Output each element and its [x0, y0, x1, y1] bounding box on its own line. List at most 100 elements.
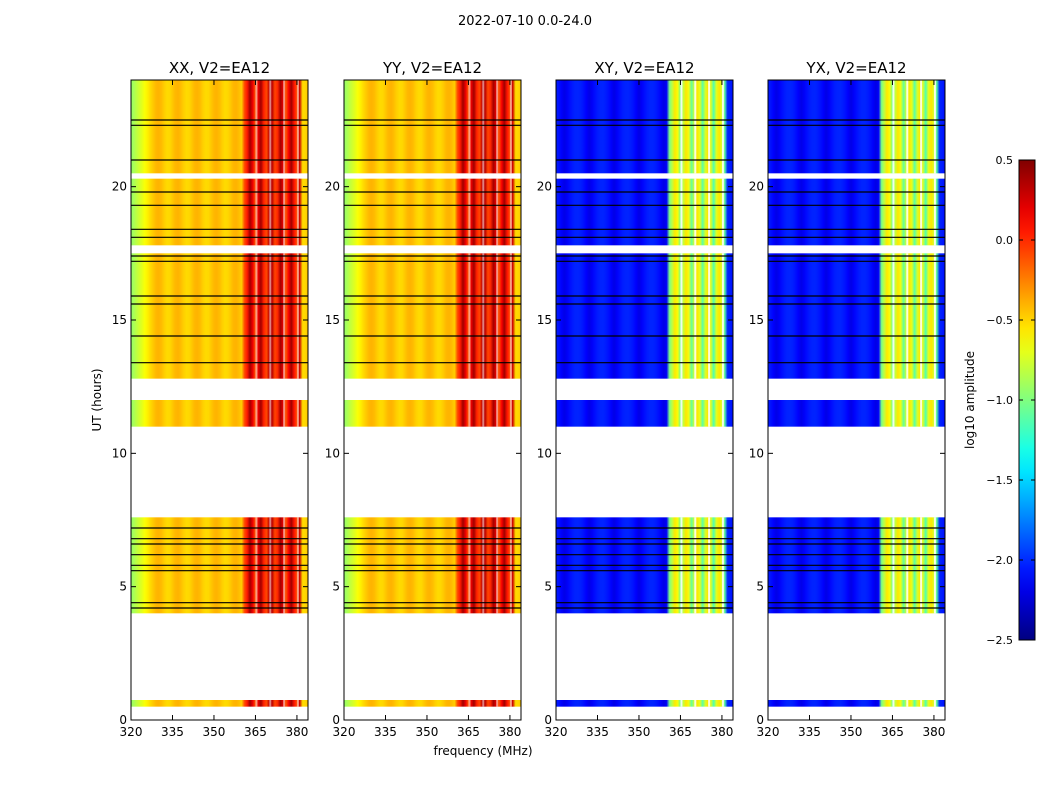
channel-edge — [721, 700, 724, 707]
data-block-yy — [344, 400, 521, 427]
channel-edge — [906, 80, 909, 174]
y-tick-label: 10 — [112, 446, 127, 460]
channel-edge — [933, 700, 936, 707]
x-tick-label: 350 — [628, 725, 651, 739]
y-tick-label: 15 — [749, 313, 764, 327]
x-tick-label: 320 — [120, 725, 143, 739]
channel-edge — [694, 178, 697, 246]
channel-edge — [482, 700, 485, 707]
panel-yy: YY, V2=EA12 320 335 350 365 380 0 5 10 15 20 — [325, 59, 522, 739]
x-tick-label: 350 — [416, 725, 439, 739]
channel-edge — [496, 400, 499, 427]
colorbar-tick-label: −2.5 — [986, 634, 1013, 647]
channel-edge — [721, 400, 724, 427]
y-tick-label: 20 — [537, 180, 552, 194]
x-tick-label: 335 — [586, 725, 609, 739]
panel-xx: XX, V2=EA12 320 335 350 365 380 0 5 10 15 20 — [112, 59, 309, 739]
data-block-xy — [556, 80, 733, 174]
channel-edge — [482, 80, 485, 174]
channel-edge — [933, 253, 936, 379]
data-block-yx — [768, 80, 945, 174]
data-block-xx — [131, 253, 308, 379]
data-block-xx — [131, 178, 308, 246]
channel-edge — [892, 80, 895, 174]
channel-edge — [694, 253, 697, 379]
channel-edge — [283, 253, 286, 379]
y-tick-label: 5 — [756, 580, 764, 594]
channel-edge — [509, 400, 512, 427]
channel-edge — [468, 80, 471, 174]
panel-xy: XY, V2=EA12 320 335 350 365 380 0 5 10 15 20 — [537, 59, 734, 739]
channel-edge — [721, 253, 724, 379]
panel-title: YX, V2=EA12 — [805, 59, 906, 77]
data-block-yy — [344, 253, 521, 379]
axes-frame — [555, 79, 734, 721]
channel-edge — [283, 700, 286, 707]
channel-edge — [482, 178, 485, 246]
x-tick-label: 320 — [333, 725, 356, 739]
channel-edge — [496, 700, 499, 707]
channel-edge — [906, 178, 909, 246]
x-axis-label: frequency (MHz) — [433, 744, 532, 758]
y-tick-label: 10 — [537, 446, 552, 460]
x-tick-label: 365 — [244, 725, 267, 739]
channel-edge — [708, 700, 711, 707]
x-tick-label: 380 — [710, 725, 733, 739]
x-tick-label: 335 — [798, 725, 821, 739]
channel-edge — [283, 400, 286, 427]
channel-edge — [296, 80, 299, 174]
data-block-xy — [556, 400, 733, 427]
x-tick-label: 320 — [545, 725, 568, 739]
y-tick-label: 10 — [749, 446, 764, 460]
x-tick-label: 380 — [922, 725, 945, 739]
colorbar-tick-label: −1.5 — [986, 474, 1013, 487]
y-tick-label: 20 — [112, 180, 127, 194]
panel-title: YY, V2=EA12 — [382, 59, 482, 77]
channel-edge — [468, 178, 471, 246]
x-tick-label: 335 — [374, 725, 397, 739]
channel-edge — [892, 178, 895, 246]
x-tick-label: 320 — [757, 725, 780, 739]
channel-edge — [680, 700, 683, 707]
channel-edge — [708, 253, 711, 379]
channel-edge — [509, 700, 512, 707]
channel-edge — [509, 253, 512, 379]
channel-edge — [269, 178, 272, 246]
channel-edge — [296, 178, 299, 246]
y-tick-label: 15 — [325, 313, 340, 327]
channel-edge — [296, 400, 299, 427]
data-block-xx — [131, 80, 308, 174]
channel-edge — [496, 253, 499, 379]
data-block-yx — [768, 178, 945, 246]
channel-edge — [283, 80, 286, 174]
data-block-yx — [768, 253, 945, 379]
channel-edge — [680, 400, 683, 427]
channel-edge — [269, 253, 272, 379]
colorbar-tick-label: 0.0 — [996, 234, 1014, 247]
x-tick-label: 350 — [203, 725, 226, 739]
channel-edge — [269, 700, 272, 707]
colorbar-tick-label: −2.0 — [986, 554, 1013, 567]
channel-edge — [708, 178, 711, 246]
channel-edge — [892, 253, 895, 379]
colorbar-label: log10 amplitude — [963, 351, 977, 449]
channel-edge — [255, 400, 258, 427]
data-block-xy — [556, 178, 733, 246]
figure-suptitle: 2022-07-10 0.0-24.0 — [458, 14, 592, 29]
x-tick-label: 335 — [161, 725, 184, 739]
channel-edge — [468, 400, 471, 427]
y-tick-label: 15 — [537, 313, 552, 327]
colorbar-tick-label: −0.5 — [986, 314, 1013, 327]
colorbar: 0.5 0.0 −0.5 −1.0 −1.5 −2.0 −2.5 log10 amplitud… — [963, 154, 1036, 647]
x-tick-label: 350 — [840, 725, 863, 739]
channel-edge — [920, 400, 923, 427]
channel-edge — [509, 80, 512, 174]
data-block-yy — [344, 178, 521, 246]
channel-edge — [255, 80, 258, 174]
channel-edge — [680, 178, 683, 246]
channel-edge — [269, 400, 272, 427]
data-block-yx — [768, 400, 945, 427]
x-tick-label: 380 — [285, 725, 308, 739]
channel-edge — [906, 253, 909, 379]
